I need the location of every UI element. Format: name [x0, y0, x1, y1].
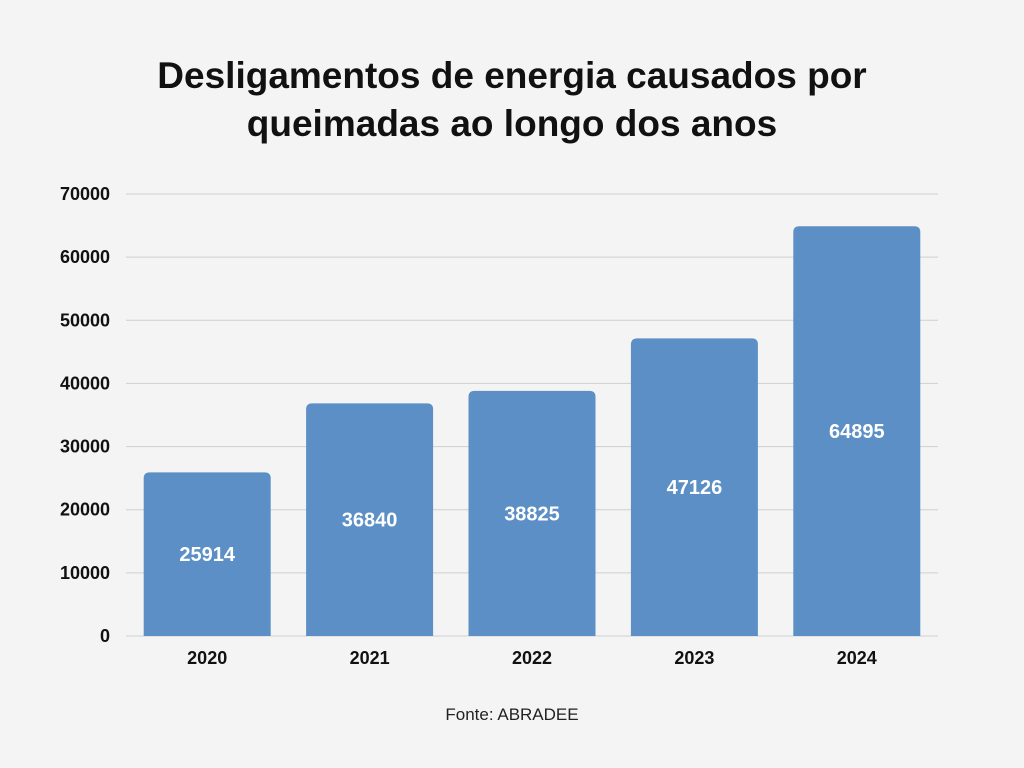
bar-2022 [468, 390, 596, 636]
x-tick-label-2022: 2022 [512, 648, 552, 668]
bar-value-label-2020: 25914 [179, 544, 235, 566]
chart-title-line-1: Desligamentos de energia causados por [157, 55, 867, 96]
y-tick-label-60000: 60000 [60, 247, 110, 267]
y-tick-label-70000: 70000 [60, 184, 110, 204]
bar-2021 [306, 403, 434, 636]
y-tick-label-30000: 30000 [60, 437, 110, 457]
y-tick-label-20000: 20000 [60, 500, 110, 520]
x-tick-label-2024: 2024 [837, 648, 877, 668]
y-tick-label-40000: 40000 [60, 373, 110, 393]
bar-value-label-2023: 47126 [667, 477, 723, 499]
bar-2020 [143, 472, 271, 636]
bar-value-label-2021: 36840 [342, 510, 398, 532]
bar-2024 [793, 226, 921, 636]
x-axis-ticks: 2020 2021 2022 2023 2024 [187, 648, 877, 668]
bar-value-label-2024: 64895 [829, 421, 885, 443]
bar-value-label-2022: 38825 [504, 503, 560, 525]
x-tick-label-2020: 2020 [187, 648, 227, 668]
bar-2023 [630, 338, 758, 636]
y-axis-ticks: 0 10000 20000 30000 40000 50000 60000 70000 [60, 184, 110, 646]
y-tick-label-50000: 50000 [60, 310, 110, 330]
x-tick-label-2021: 2021 [350, 648, 390, 668]
y-tick-label-10000: 10000 [60, 563, 110, 583]
x-tick-label-2023: 2023 [674, 648, 714, 668]
bars: 25914 36840 38825 47126 64895 [143, 226, 921, 636]
chart-title: Desligamentos de energia causados por qu… [0, 52, 1024, 148]
y-tick-label-0: 0 [100, 626, 110, 646]
source-note: Fonte: ABRADEE [445, 705, 579, 724]
chart-title-line-2: queimadas ao longo dos anos [246, 103, 778, 144]
